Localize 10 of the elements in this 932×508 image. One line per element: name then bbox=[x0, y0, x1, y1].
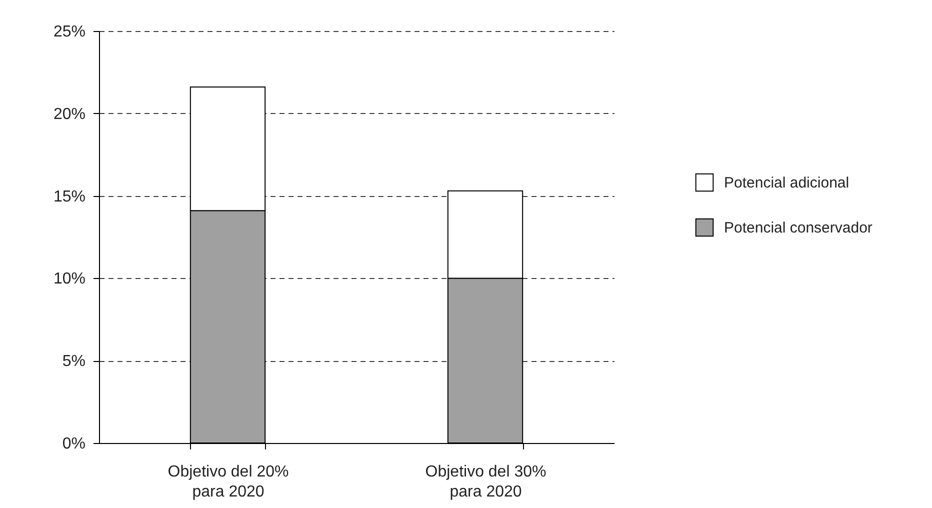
x-tick-label: Objetivo del 20% para 2020 bbox=[168, 464, 289, 500]
y-tick-label: 20% bbox=[53, 106, 86, 123]
y-tick-label: 0% bbox=[62, 436, 86, 452]
y-tick-label: 15% bbox=[53, 188, 86, 206]
x-tick-label: Objetivo del 30% para 2020 bbox=[425, 464, 546, 500]
y-tick-label: 25% bbox=[53, 24, 86, 40]
legend-label: Potencial adicional bbox=[724, 174, 850, 192]
legend-label: Potencial conservador bbox=[724, 220, 872, 236]
y-tick-label: 5% bbox=[62, 353, 86, 370]
y-tick-label: 10% bbox=[53, 270, 86, 288]
